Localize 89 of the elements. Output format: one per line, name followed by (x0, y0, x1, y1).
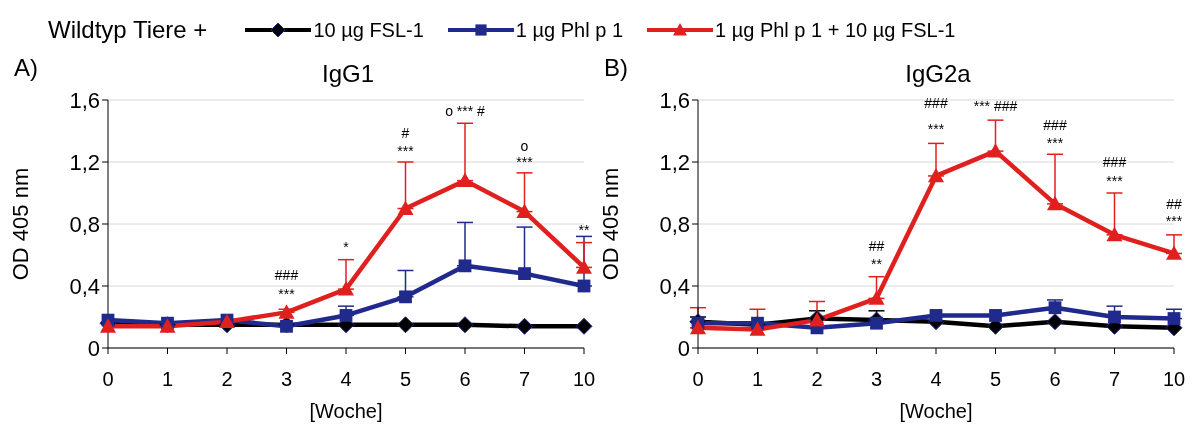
legend-title: Wildtyp Tiere + (48, 16, 208, 44)
point (397, 200, 414, 215)
y-tick-label: 1,2 (69, 149, 100, 175)
y-tick-label: 0,8 (69, 211, 100, 237)
annotation: ## (868, 237, 885, 254)
annotation: ### (924, 95, 948, 112)
annotation: *** (1165, 212, 1183, 229)
point (1046, 313, 1064, 331)
x-tick-label: 3 (870, 368, 883, 391)
point (928, 167, 944, 183)
annotation: # (401, 124, 410, 141)
point (1106, 226, 1123, 242)
x-tick-label: 5 (399, 368, 412, 391)
point (929, 309, 943, 322)
point (100, 318, 116, 333)
x-tick-label: 6 (459, 368, 471, 391)
x-tick-label: 7 (1108, 368, 1121, 391)
x-tick-label: 2 (221, 368, 233, 391)
point (868, 290, 885, 305)
x-tick-label: 4 (340, 368, 352, 391)
x-tick-label: 3 (280, 368, 293, 391)
point (575, 317, 593, 335)
x-tick-label: 5 (989, 368, 1002, 391)
point (516, 317, 533, 335)
text: A) (14, 54, 38, 82)
point (516, 203, 533, 218)
chart-title: IgG1 (321, 60, 375, 88)
point (278, 304, 295, 319)
annotation: * (343, 239, 350, 256)
y-tick-label: 0,4 (69, 273, 100, 299)
point (987, 143, 1004, 158)
chart-title: IgG2a (904, 60, 972, 88)
annotation: o (520, 138, 529, 155)
y-tick-label: 0 (677, 335, 690, 361)
y-tick-label: 1,2 (659, 149, 690, 175)
x-tick-label: 6 (1049, 368, 1061, 391)
annotation: *** (278, 285, 296, 302)
y-tick-label: 0 (87, 335, 100, 361)
legend-label: 1 µg Phl p 1 (515, 18, 624, 42)
point (1167, 312, 1181, 325)
annotation: o *** # (445, 102, 486, 119)
annotation: *** (1106, 172, 1124, 189)
annotation: ### (1102, 153, 1127, 170)
point (338, 281, 354, 296)
point (870, 316, 883, 330)
x-tick-label: 4 (930, 368, 942, 391)
y-tick-label: 1,6 (69, 87, 100, 113)
annotation: *** (516, 153, 534, 170)
annotation: ** (871, 256, 883, 273)
x-tick-label: 0 (102, 368, 114, 391)
annotation: *** ### (973, 98, 1018, 115)
point (576, 259, 592, 274)
point (989, 309, 1002, 322)
point (749, 321, 766, 336)
x-tick-label: 1 (161, 368, 174, 391)
point (457, 172, 473, 187)
annotation: ### (1043, 116, 1067, 133)
point (339, 309, 353, 322)
x-tick-label: 1 (751, 368, 764, 391)
point (399, 290, 412, 304)
point (1166, 245, 1182, 260)
point (1048, 301, 1062, 315)
y-tick-label: 0,8 (659, 211, 690, 237)
y-axis-title: OD 405 nm (597, 167, 623, 281)
annotation: *** (927, 121, 945, 138)
point (1108, 310, 1121, 324)
point (397, 316, 414, 334)
x-axis-title: [Woche] (899, 400, 973, 422)
y-tick-label: 1,6 (659, 87, 690, 113)
annotation: *** (397, 143, 415, 160)
y-tick-label: 0,4 (659, 273, 690, 299)
annotation: ### (274, 267, 299, 284)
x-tick-label: 10 (572, 368, 596, 391)
point (518, 267, 531, 280)
x-tick-label: 7 (518, 368, 531, 391)
y-axis-title: OD 405 nm (7, 167, 33, 281)
annotation: ** (578, 222, 590, 239)
point (1047, 195, 1063, 211)
legend-label: 1 µg Phl p 1 + 10 µg FSL-1 (715, 18, 956, 42)
legend-label: 10 µg FSL-1 (313, 18, 424, 42)
point (456, 316, 474, 334)
x-tick-label: 2 (811, 368, 823, 391)
annotation: *** (1046, 135, 1064, 152)
annotation: ## (1166, 195, 1182, 212)
x-tick-label: 10 (1162, 368, 1186, 391)
text: B) (604, 54, 628, 82)
point (458, 259, 472, 273)
x-tick-label: 0 (692, 368, 704, 391)
x-axis-title: [Woche] (309, 400, 383, 422)
